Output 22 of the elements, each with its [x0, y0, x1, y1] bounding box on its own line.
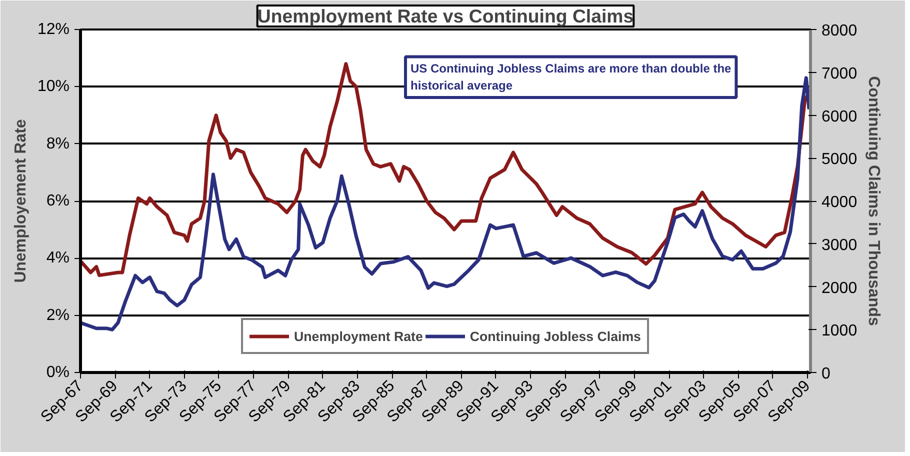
line-series — [80, 76, 810, 332]
y-tick-label: 4% — [46, 250, 70, 267]
y2-tick-label: 6000 — [822, 108, 858, 126]
y2-tick-label: 5000 — [822, 151, 858, 168]
y2-axis-title: Continuing Claims in Thousands — [865, 76, 882, 326]
y-tick-label: 6% — [46, 192, 70, 210]
y-tick-label: 8% — [46, 135, 70, 152]
y2-tick-label: 7000 — [822, 65, 858, 82]
y-axis-title: Unemployement Rate — [12, 119, 30, 283]
annotation: US Continuing Jobless Claims are more than double the historical average — [410, 62, 732, 92]
y2-tick-label: 1000 — [822, 322, 858, 340]
y2-tick-label: 0 — [822, 366, 830, 382]
y2-tick-label: 8000 — [822, 22, 858, 40]
legend-label: Continuing Jobless Claims — [470, 328, 641, 344]
y2-tick-label: 2000 — [822, 280, 858, 297]
y-tick-label: 10% — [37, 78, 70, 96]
y-tick-label: 12% — [37, 21, 70, 38]
y-tick-label: 0% — [46, 364, 70, 381]
legend-label: Unemployment Rate — [294, 328, 423, 344]
y2-tick-label: 3000 — [822, 236, 858, 254]
y-tick-label: 2% — [46, 306, 70, 324]
y2-tick-label: 4000 — [822, 194, 858, 211]
